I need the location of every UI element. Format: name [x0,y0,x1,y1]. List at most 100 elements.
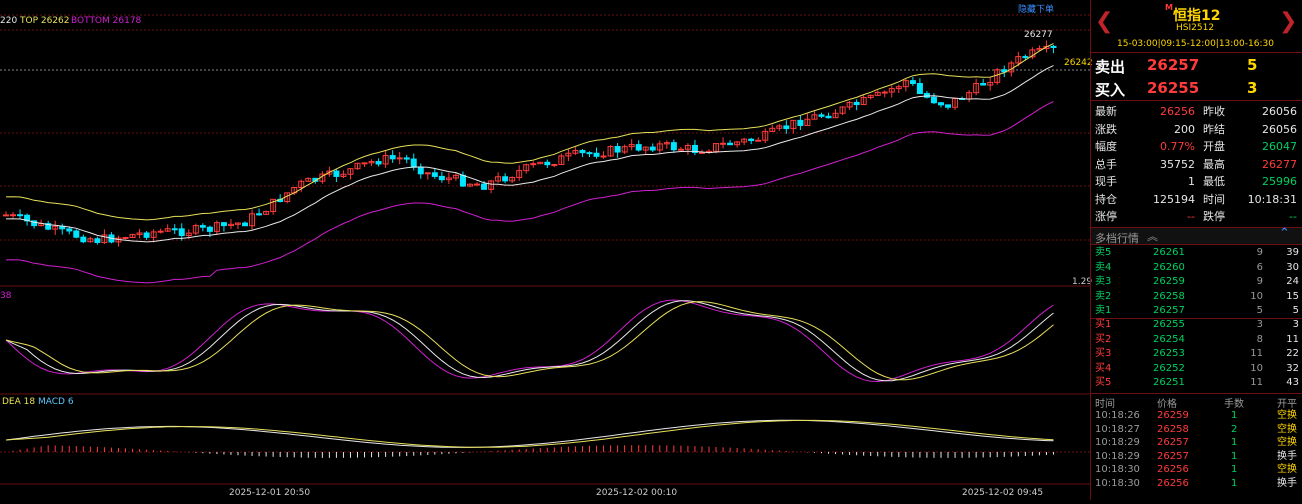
level-qty: 5 [1256,305,1263,317]
candle-body [474,183,481,186]
candle-body [206,226,213,232]
quote-value: 26256 [1160,105,1195,118]
candle-body [937,102,944,106]
candle-body [164,228,171,232]
trade-header: 时间 [1095,399,1115,410]
candle-body [340,173,347,177]
candle-body [839,106,846,114]
trade-type: 换手 [1277,450,1297,462]
quote-value: 10:18:31 [1247,192,1297,206]
hide-order-link[interactable]: 隐藏下单 [1018,5,1055,15]
candle-body [227,223,234,227]
quote-label: 最低 [1203,175,1225,188]
price-axis-low: 1.29 [1072,277,1093,287]
depth-title: 多档行情 [1095,232,1139,245]
candle-body [87,238,94,243]
collapse-chevron-icon[interactable]: ⌃ [1279,226,1290,241]
quote-row: 涨停 -- 跌停 -- [1091,208,1302,225]
candle-body [755,139,762,142]
candle-body [171,228,178,231]
time-label-1: 2025-12-01 20:50 [229,488,311,498]
candle-body [530,163,537,166]
candle-body [691,144,698,153]
trade-price: 26257 [1157,450,1189,462]
last-price-tag: 26242 [1064,58,1093,68]
quote-label: 最新 [1095,105,1117,118]
level-total: 3 [1292,319,1299,330]
trade-qty: 1 [1231,410,1238,421]
depth-header[interactable] [1091,228,1302,244]
trade-time: 10:18:29 [1095,450,1140,462]
candle-body [368,161,375,164]
quote-value: 26056 [1262,105,1297,118]
quote-label: 涨跌 [1095,122,1117,136]
prev-contract-button[interactable]: ❮ [1095,9,1114,34]
quote-row: 最新 26256 昨收 26056 [1091,103,1302,120]
quote-label: 总手 [1095,157,1117,171]
kline-chart[interactable]: 220 TOP 26262 BOTTOM 26178 隐藏下单 26277 26… [0,0,1093,500]
ask-row[interactable]: 卖1 26257 5 5 [1091,304,1302,319]
level-label: 卖4 [1095,261,1112,273]
trade-price: 26257 [1157,437,1189,449]
bid-row[interactable]: 买4 26252 10 32 [1091,362,1302,377]
ask-row[interactable]: 卖3 26259 9 24 [1091,275,1302,290]
level-price: 26253 [1153,348,1185,360]
candle-body [762,130,769,141]
candle-body [593,152,600,157]
trade-header: 价格 [1157,399,1177,410]
depth-expand-icon[interactable]: ︽ [1147,230,1158,243]
quote-label: 最高 [1203,157,1225,171]
ask-row[interactable]: 卖4 26260 6 30 [1091,261,1302,276]
candle-body [720,142,727,145]
level-total: 24 [1286,276,1299,288]
level-total: 22 [1286,348,1299,360]
candle-body [572,149,579,154]
quote-value: 26277 [1262,157,1297,171]
bottom-band-label: BOTTOM 26178 [71,16,142,26]
candle-body [150,231,157,238]
buy-price: 26255 [1147,79,1200,97]
candle-body [734,141,741,146]
candle-body [136,232,143,235]
ask-row[interactable]: 卖2 26258 10 15 [1091,290,1302,305]
quote-label: 开盘 [1203,140,1225,153]
candle-body [220,222,227,227]
level-qty: 8 [1256,333,1263,345]
level-label: 买1 [1095,319,1112,330]
level-label: 卖5 [1095,247,1112,258]
candle-body [375,161,382,165]
candle-body [185,232,192,237]
bid-row[interactable]: 买5 26251 11 43 [1091,376,1302,391]
candle-body [677,148,684,151]
quote-row: 涨跌 200 昨结 26056 [1091,121,1302,138]
time-label-2: 2025-12-02 00:10 [596,488,678,498]
candle-body [544,161,551,166]
level-price: 26251 [1153,377,1185,389]
candle-body [909,80,916,84]
level-qty: 6 [1256,261,1263,273]
level-label: 卖3 [1095,276,1112,288]
bid-row[interactable]: 买1 26255 3 3 [1091,318,1302,333]
candle-body [846,101,853,108]
candle-body [776,125,783,129]
level-price: 26259 [1153,276,1185,288]
bid-row[interactable]: 买3 26253 11 22 [1091,347,1302,362]
upper-band-line [5,43,1054,221]
next-contract-button[interactable]: ❯ [1279,9,1298,34]
trade-header: 开平 [1277,399,1297,410]
candle-body [10,214,17,217]
candle-body [867,94,874,98]
level-price: 26260 [1153,261,1185,273]
trade-row: 10:18:26 26259 1 空换 [1091,409,1302,423]
quote-panel: ❮ ❯ M 恒指12 HSI2512 15-03:00|09:15-12:00|… [1090,0,1302,500]
candle-body [52,225,59,230]
level-price: 26257 [1153,305,1185,317]
chart-canvas[interactable] [0,0,1090,500]
candle-body [551,163,558,166]
sell-price: 26257 [1147,56,1200,74]
ask-row[interactable]: 卖5 26261 9 39 [1091,246,1302,261]
level-total: 32 [1286,362,1299,374]
bid-row[interactable]: 买2 26254 8 11 [1091,333,1302,348]
candle-body [101,234,108,243]
trade-qty: 2 [1231,423,1238,435]
